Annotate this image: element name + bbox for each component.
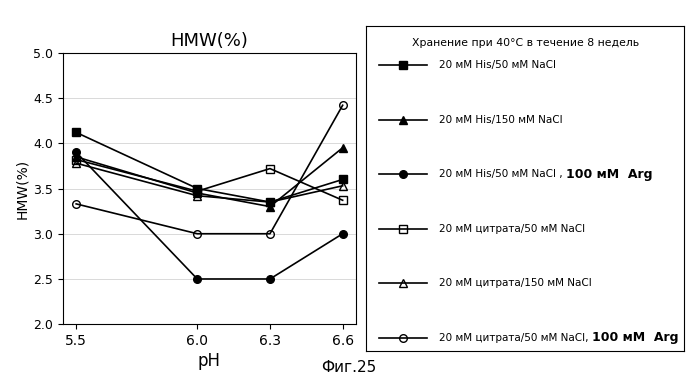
Text: 20 мМ цитрата/50 мМ NaCl: 20 мМ цитрата/50 мМ NaCl xyxy=(440,224,586,234)
X-axis label: pH: pH xyxy=(198,352,221,370)
Text: 20 мМ цитрата/50 мМ NaCl,: 20 мМ цитрата/50 мМ NaCl, xyxy=(440,333,592,343)
Text: Фиг.25: Фиг.25 xyxy=(321,360,377,375)
Title: HMW(%): HMW(%) xyxy=(170,32,248,50)
Text: Хранение при 40°C в течение 8 недель: Хранение при 40°C в течение 8 недель xyxy=(412,38,639,48)
Text: 100 мМ  Arg: 100 мМ Arg xyxy=(592,331,678,344)
Text: 100 мМ  Arg: 100 мМ Arg xyxy=(566,168,653,181)
Y-axis label: HMW(%): HMW(%) xyxy=(15,158,29,219)
Text: 20 мМ His/50 мМ NaCl: 20 мМ His/50 мМ NaCl xyxy=(440,60,556,70)
Text: 20 мМ His/150 мМ NaCl: 20 мМ His/150 мМ NaCl xyxy=(440,115,563,125)
Text: 20 мМ цитрата/150 мМ NaCl: 20 мМ цитрата/150 мМ NaCl xyxy=(440,278,592,288)
Text: 20 мМ His/50 мМ NaCl ,: 20 мМ His/50 мМ NaCl , xyxy=(440,169,566,179)
